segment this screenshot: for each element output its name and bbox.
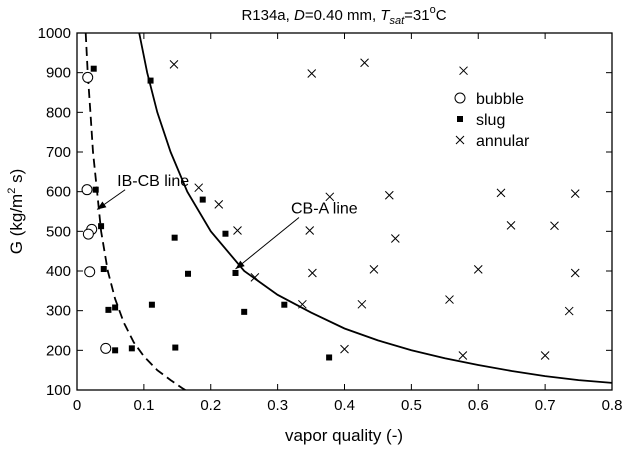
plot-area: IB-CB line CB-A line bbox=[81, 33, 612, 390]
y-tick-label: 700 bbox=[46, 144, 71, 161]
y-tick-label: 400 bbox=[46, 263, 71, 280]
y-tick-label: 1000 bbox=[38, 25, 71, 42]
y-tick-label: 600 bbox=[46, 184, 71, 201]
series-annular bbox=[169, 58, 580, 360]
slug-point bbox=[148, 301, 155, 308]
annular-point bbox=[357, 299, 367, 309]
legend-slug-marker bbox=[457, 116, 463, 122]
annular-point bbox=[384, 190, 394, 200]
annular-point bbox=[506, 221, 516, 230]
slug-point bbox=[185, 270, 192, 277]
x-tick-label: 0.2 bbox=[200, 397, 221, 414]
annular-point bbox=[369, 265, 379, 274]
annotation-arrow bbox=[235, 217, 300, 270]
cb-a-transition-line bbox=[138, 33, 612, 384]
annular-point bbox=[214, 200, 224, 209]
slug-point bbox=[90, 65, 97, 72]
slug-point bbox=[112, 347, 119, 354]
axis-ticks: 0 0.1 0.2 0.3 0.4 0.5 0.6 0.7 0.8 100 200 300 400 500… bbox=[38, 25, 623, 414]
bubble-point bbox=[82, 228, 94, 240]
bubble-point bbox=[82, 71, 94, 83]
annular-point bbox=[298, 299, 307, 309]
slug-point bbox=[222, 230, 229, 237]
annular-point bbox=[194, 183, 204, 193]
y-tick-label: 100 bbox=[46, 382, 71, 399]
slug-point bbox=[98, 223, 105, 230]
annular-point bbox=[340, 344, 349, 354]
cb-a-line-label: CB-A line bbox=[291, 201, 358, 218]
slug-point bbox=[241, 308, 248, 315]
annotation-arrowhead bbox=[235, 260, 245, 270]
legend-annular-marker bbox=[455, 135, 465, 145]
x-tick-label: 0.5 bbox=[401, 397, 422, 414]
bubble-point bbox=[84, 266, 96, 278]
y-tick-label: 200 bbox=[46, 342, 71, 359]
slug-point bbox=[147, 77, 154, 84]
annular-point bbox=[445, 295, 454, 304]
annular-point bbox=[564, 306, 574, 316]
x-tick-label: 0.4 bbox=[334, 397, 355, 414]
ib-cb-line-label: IB-CB line bbox=[117, 173, 189, 190]
chart-title: R134a, D=0.40 mm, Tsat=31oC bbox=[241, 4, 446, 27]
annotation-arrowhead bbox=[97, 201, 107, 210]
annular-point bbox=[458, 351, 468, 360]
series-bubble bbox=[81, 71, 112, 354]
y-tick-label: 900 bbox=[46, 65, 71, 82]
annular-point bbox=[473, 265, 483, 274]
annular-point bbox=[570, 268, 580, 278]
bubble-point bbox=[100, 342, 112, 354]
annular-point bbox=[540, 351, 550, 360]
plot-contents bbox=[84, 33, 612, 390]
annular-point bbox=[233, 226, 242, 235]
legend-annular-label: annular bbox=[476, 133, 530, 150]
annular-point bbox=[308, 268, 317, 278]
slug-point bbox=[326, 354, 333, 361]
legend-bubble-marker bbox=[454, 92, 466, 104]
x-tick-label: 0.8 bbox=[602, 397, 623, 414]
annular-point bbox=[307, 69, 317, 78]
annular-point bbox=[305, 226, 315, 235]
annular-point bbox=[459, 66, 468, 76]
slug-point bbox=[100, 266, 107, 273]
annular-point bbox=[496, 188, 506, 198]
slug-point bbox=[199, 196, 206, 203]
series-slug bbox=[90, 65, 333, 361]
x-tick-label: 0.7 bbox=[535, 397, 556, 414]
legend-slug-label: slug bbox=[476, 112, 505, 129]
y-axis-label: G (kg/m2 s) bbox=[6, 169, 26, 254]
slug-point bbox=[92, 186, 99, 193]
x-tick-label: 0.3 bbox=[267, 397, 288, 414]
ib-cb-transition-line bbox=[84, 33, 186, 390]
annular-point bbox=[325, 192, 335, 202]
slug-point bbox=[172, 344, 179, 351]
legend: bubble slug annular bbox=[454, 91, 530, 150]
slug-point bbox=[112, 304, 119, 311]
legend-bubble-label: bubble bbox=[476, 91, 524, 108]
slug-point bbox=[128, 345, 135, 352]
slug-point bbox=[281, 301, 288, 308]
x-tick-label: 0.6 bbox=[468, 397, 489, 414]
x-tick-label: 0 bbox=[73, 397, 81, 414]
bubble-point bbox=[81, 184, 93, 196]
slug-point bbox=[105, 306, 112, 313]
annular-point bbox=[570, 189, 580, 199]
annular-point bbox=[390, 234, 400, 243]
slug-point bbox=[232, 269, 239, 276]
y-tick-label: 500 bbox=[46, 223, 71, 240]
x-tick-label: 0.1 bbox=[133, 397, 154, 414]
y-tick-label: 300 bbox=[46, 303, 71, 320]
annular-point bbox=[360, 58, 369, 68]
annular-point bbox=[169, 59, 179, 69]
annular-point bbox=[550, 221, 559, 231]
slug-point bbox=[171, 234, 178, 241]
x-axis-label: vapor quality (-) bbox=[285, 426, 403, 445]
y-tick-label: 800 bbox=[46, 104, 71, 121]
annular-point bbox=[250, 272, 260, 282]
